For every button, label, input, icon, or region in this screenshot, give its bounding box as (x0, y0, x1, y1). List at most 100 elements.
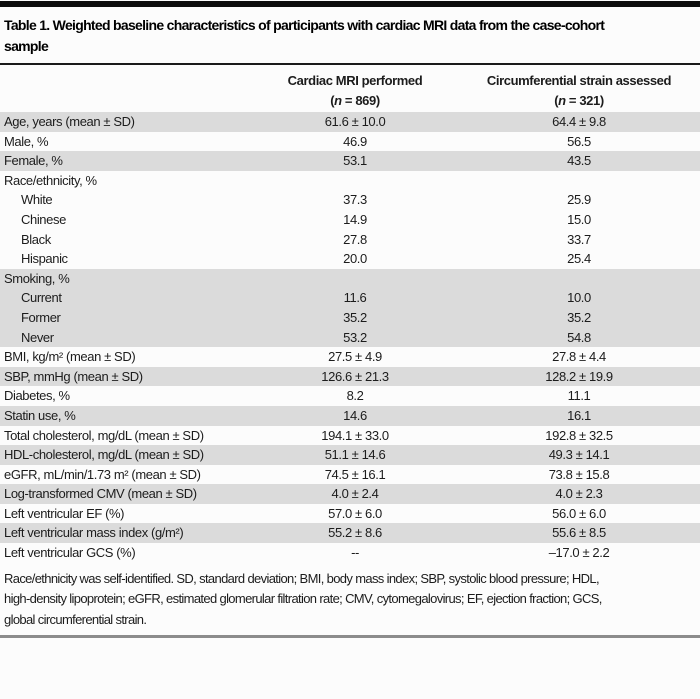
cell-cardiac-mri-value: 126.6 ± 21.3 (321, 368, 389, 384)
cell-strain-value (458, 171, 700, 191)
cell-strain-value: 11.1 (567, 388, 591, 404)
paren-open: ( (330, 93, 335, 108)
row-label: Smoking, % (4, 270, 70, 286)
table-row: Smoking, % (0, 268, 700, 289)
cell-strain-value: 25.9 (567, 192, 591, 208)
cell-cardiac-mri-value: 4.0 ± 2.4 (331, 486, 379, 502)
table-row: White 37.3 25.9 (0, 190, 700, 210)
top-rule-bar (0, 1, 700, 7)
table-row: Age, years (mean ± SD) 61.6 ± 10.0 64.4 ± … (0, 112, 700, 132)
table-title: Table 1. Weighted baseline characteristi… (0, 7, 700, 63)
cell-cardiac-mri-value: 194.1 ± 33.0 (321, 427, 389, 443)
table-row: Left ventricular EF (%) 57.0 ± 6.0 56.0 ± … (0, 504, 700, 524)
cell-cardiac-mri-value: 57.0 ± 6.0 (328, 505, 382, 521)
cell-strain-value: 15.0 (567, 211, 591, 227)
row-label: Left ventricular mass index (g/m²) (4, 525, 184, 541)
row-label: BMI, kg/m² (mean ± SD) (4, 349, 136, 365)
row-label: SBP, mmHg (mean ± SD) (4, 368, 143, 384)
table-title-line1: Table 1. Weighted baseline characteristi… (4, 17, 605, 33)
row-label: Male, % (4, 133, 49, 149)
title-divider-rule (0, 63, 700, 65)
column-header-n: (n = 869) (252, 91, 458, 111)
cell-strain-value: 192.8 ± 32.5 (545, 427, 613, 443)
table-row: Hispanic 20.0 25.4 (0, 249, 700, 269)
cell-cardiac-mri-value (252, 269, 458, 289)
table-header-row: Cardiac MRI performed (n = 869) Circumfe… (0, 65, 700, 112)
cell-strain-value: 73.8 ± 15.8 (548, 466, 610, 482)
row-label: Female, % (4, 153, 63, 169)
cell-cardiac-mri-value: 74.5 ± 16.1 (324, 466, 386, 482)
row-label: Left ventricular EF (%) (4, 505, 125, 521)
table-title-line2: sample (4, 38, 49, 54)
row-label: Chinese (21, 211, 66, 227)
cell-strain-value: 27.8 ± 4.4 (552, 349, 606, 365)
table-row: Total cholesterol, mg/dL (mean ± SD) 194.… (0, 426, 700, 446)
cell-cardiac-mri-value: -- (351, 545, 359, 561)
row-label: Total cholesterol, mg/dL (mean ± SD) (4, 427, 204, 443)
column-header-title: Circumferential strain assessed (486, 73, 672, 88)
cell-cardiac-mri-value: 46.9 (343, 133, 367, 149)
cell-strain-value: 54.8 (567, 329, 591, 345)
cell-strain-value: 25.4 (567, 251, 591, 267)
cell-strain-value: 4.0 ± 2.3 (555, 486, 603, 502)
column-header-n: (n = 321) (458, 91, 700, 111)
cell-cardiac-mri-value: 53.1 (343, 153, 367, 169)
paren-open: ( (554, 93, 559, 108)
cell-strain-value: 64.4 ± 9.8 (552, 114, 606, 129)
row-label: Age, years (mean ± SD) (4, 114, 135, 129)
header-cardiac-mri-performed: Cardiac MRI performed (n = 869) (252, 71, 458, 111)
footnote-line3: global circumferential strain. (4, 611, 147, 627)
cell-cardiac-mri-value: 27.8 (343, 231, 367, 247)
table-row: SBP, mmHg (mean ± SD) 126.6 ± 21.3 128.2 ±… (0, 366, 700, 387)
table-row: Statin use, % 14.6 16.1 (0, 405, 700, 426)
row-label: Hispanic (21, 251, 68, 267)
table-row: Former 35.2 35.2 (0, 307, 700, 328)
table-row: Left ventricular GCS (%) -- –17.0 ± 2.2 (0, 543, 700, 563)
table-row: Current 11.6 10.0 (0, 288, 700, 308)
table-row: eGFR, mL/min/1.73 m² (mean ± SD) 74.5 ± 1… (0, 465, 700, 485)
table-row: Female, % 53.1 43.5 (0, 151, 700, 171)
cell-cardiac-mri-value: 51.1 ± 14.6 (324, 447, 386, 463)
row-label: White (21, 192, 53, 208)
cell-strain-value: 35.2 (567, 309, 591, 325)
n-value: = 869) (341, 93, 380, 108)
cell-cardiac-mri-value: 27.5 ± 4.9 (328, 349, 382, 365)
cell-cardiac-mri-value: 11.6 (343, 290, 367, 306)
cell-cardiac-mri-value: 37.3 (343, 192, 367, 208)
cell-strain-value: 33.7 (567, 231, 591, 247)
cell-cardiac-mri-value: 20.0 (343, 251, 367, 267)
table-row: BMI, kg/m² (mean ± SD) 27.5 ± 4.9 27.8 ± 4… (0, 347, 700, 367)
column-header-title: Cardiac MRI performed (287, 73, 423, 88)
row-label: Statin use, % (4, 407, 76, 423)
row-label: Black (21, 231, 51, 247)
row-label: Diabetes, % (4, 388, 70, 404)
table-body: Age, years (mean ± SD) 61.6 ± 10.0 64.4 ± … (0, 112, 700, 563)
table-row: HDL-cholesterol, mg/dL (mean ± SD) 51.1 ±… (0, 445, 700, 465)
cell-strain-value: 10.0 (567, 290, 591, 306)
table-row: Black 27.8 33.7 (0, 230, 700, 250)
cell-cardiac-mri-value: 55.2 ± 8.6 (328, 525, 382, 541)
n-symbol: n (558, 93, 566, 108)
table-row: Diabetes, % 8.2 11.1 (0, 386, 700, 406)
table-row: Race/ethnicity, % (0, 171, 700, 191)
footnote-line2: high-density lipoprotein; eGFR, estimate… (4, 591, 602, 607)
table-row: Never 53.2 54.8 (0, 327, 700, 348)
cell-strain-value: –17.0 ± 2.2 (548, 545, 610, 561)
cell-strain-value: 55.6 ± 8.5 (552, 525, 606, 541)
n-value: = 321) (565, 93, 604, 108)
table-footnote: Race/ethnicity was self-identified. SD, … (0, 569, 700, 631)
table-row: Chinese 14.9 15.0 (0, 210, 700, 230)
cell-strain-value: 56.5 (567, 133, 591, 149)
table-row: Male, % 46.9 56.5 (0, 132, 700, 152)
footnote-line1: Race/ethnicity was self-identified. SD, … (4, 570, 600, 586)
cell-cardiac-mri-value: 14.6 (343, 407, 367, 423)
row-label: Former (21, 309, 61, 325)
table-row: Log-transformed CMV (mean ± SD) 4.0 ± 2.4… (0, 484, 700, 504)
row-label: Current (21, 290, 62, 306)
n-symbol: n (334, 93, 342, 108)
cell-strain-value: 43.5 (567, 153, 591, 169)
cell-strain-value (458, 269, 700, 289)
cell-cardiac-mri-value: 14.9 (343, 211, 367, 227)
cell-strain-value: 16.1 (567, 407, 591, 423)
